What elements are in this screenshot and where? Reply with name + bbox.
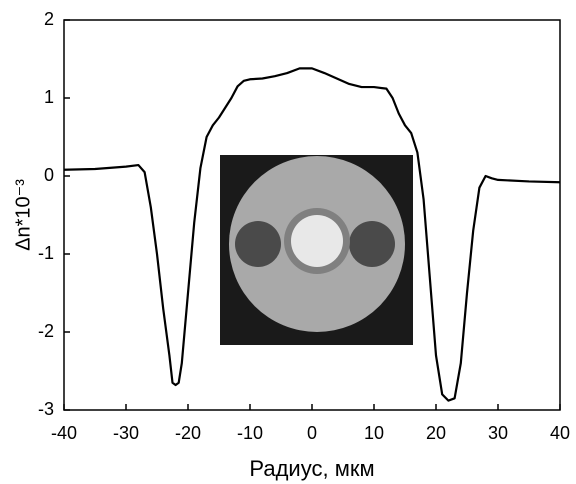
x-tick-label: 0 — [307, 423, 317, 443]
x-tick-label: 20 — [426, 423, 446, 443]
y-axis-label: Δn*10⁻³ — [12, 179, 34, 251]
y-tick-label: -3 — [38, 399, 54, 419]
x-tick-label: -40 — [51, 423, 77, 443]
inset-image — [220, 155, 413, 345]
x-axis-label: Радиус, мкм — [249, 456, 374, 481]
y-tick-label: 2 — [44, 9, 54, 29]
chart: Радиус, мкм Δn*10⁻³ -40-30-20-1001020304… — [0, 0, 576, 484]
y-tick-label: -2 — [38, 321, 54, 341]
x-tick-label: 10 — [364, 423, 384, 443]
x-tick-label: 30 — [488, 423, 508, 443]
x-tick-label: -30 — [113, 423, 139, 443]
y-tick-label: -1 — [38, 243, 54, 263]
x-tick-label: 40 — [550, 423, 570, 443]
y-tick-label: 1 — [44, 87, 54, 107]
x-tick-label: -20 — [175, 423, 201, 443]
x-tick-label: -10 — [237, 423, 263, 443]
y-tick-label: 0 — [44, 165, 54, 185]
